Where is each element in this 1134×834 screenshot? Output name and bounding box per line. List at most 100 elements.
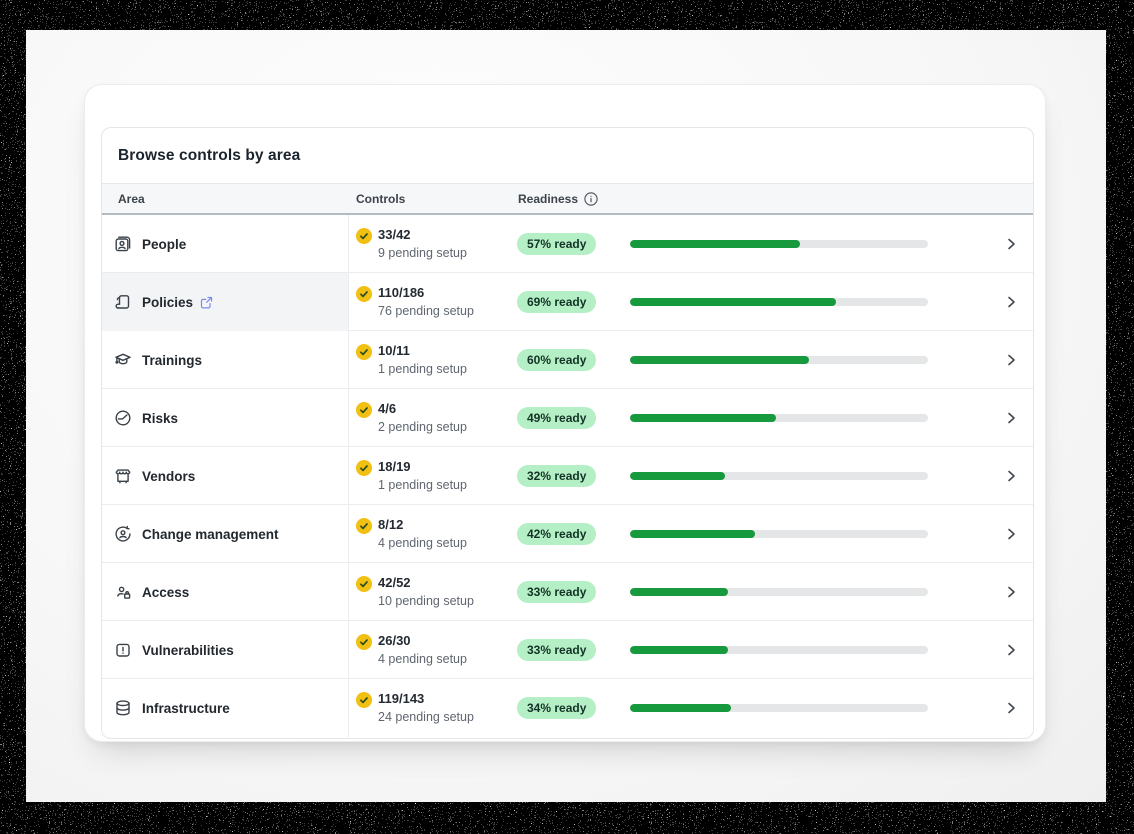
readiness-badge: 34% ready xyxy=(517,697,597,719)
chevron-right-icon[interactable] xyxy=(1003,236,1019,252)
progress-track xyxy=(630,298,928,306)
controls-cell: 110/186 76 pending setup xyxy=(349,285,512,319)
progress-track xyxy=(630,414,928,422)
progress-cell xyxy=(624,704,989,712)
table-row-infrastructure[interactable]: Infrastructure 119/143 24 pending setup … xyxy=(102,679,1033,737)
panel-title: Browse controls by area xyxy=(118,146,301,164)
progress-cell xyxy=(624,530,989,538)
column-header-readiness: Readiness xyxy=(512,192,624,206)
readiness-badge: 33% ready xyxy=(517,581,597,603)
check-badge-icon xyxy=(356,692,372,708)
controls-cell: 10/11 1 pending setup xyxy=(349,343,512,377)
column-header-controls: Controls xyxy=(356,191,406,206)
progress-cell xyxy=(624,472,989,480)
check-badge-icon xyxy=(356,518,372,534)
controls-cell: 4/6 2 pending setup xyxy=(349,401,512,435)
pending-setup-text: 4 pending setup xyxy=(378,652,467,666)
pending-setup-text: 10 pending setup xyxy=(378,594,474,608)
readiness-badge: 60% ready xyxy=(517,349,597,371)
pending-setup-text: 76 pending setup xyxy=(378,304,474,318)
chevron-right-icon[interactable] xyxy=(1003,526,1019,542)
table-row-risks[interactable]: Risks 4/6 2 pending setup 49% ready xyxy=(102,389,1033,447)
progress-fill xyxy=(630,414,777,422)
progress-track xyxy=(630,240,928,248)
readiness-badge: 32% ready xyxy=(517,465,597,487)
progress-track xyxy=(630,588,928,596)
area-icon xyxy=(113,292,133,312)
progress-cell xyxy=(624,414,989,422)
pending-setup-text: 2 pending setup xyxy=(378,420,467,434)
progress-fill xyxy=(630,646,729,654)
page-background: Browse controls by area Area Controls Re… xyxy=(26,30,1106,802)
progress-fill xyxy=(630,530,756,538)
table-row-vulnerabilities[interactable]: Vulnerabilities 26/30 4 pending setup 33… xyxy=(102,621,1033,679)
area-icon xyxy=(113,524,133,544)
table-row-vendors[interactable]: Vendors 18/19 1 pending setup 32% ready xyxy=(102,447,1033,505)
progress-track xyxy=(630,530,928,538)
controls-count: 33/42 xyxy=(378,227,411,242)
progress-fill xyxy=(630,356,809,364)
check-badge-icon xyxy=(356,402,372,418)
progress-fill xyxy=(630,472,726,480)
check-badge-icon xyxy=(356,460,372,476)
controls-count: 18/19 xyxy=(378,459,411,474)
chevron-right-icon[interactable] xyxy=(1003,584,1019,600)
area-icon xyxy=(113,350,133,370)
area-cell: Trainings xyxy=(102,331,349,389)
controls-cell: 18/19 1 pending setup xyxy=(349,459,512,493)
area-cell: Infrastructure xyxy=(102,679,349,737)
area-label: Policies xyxy=(142,295,213,310)
area-label: Trainings xyxy=(142,352,203,368)
controls-cell: 42/52 10 pending setup xyxy=(349,575,512,609)
chevron-right-icon[interactable] xyxy=(1003,410,1019,426)
table-row-policies[interactable]: Policies 110/186 76 pending setup 69% re… xyxy=(102,273,1033,331)
column-header-area: Area xyxy=(118,191,145,206)
controls-cell: 26/30 4 pending setup xyxy=(349,633,512,667)
controls-count: 4/6 xyxy=(378,401,397,416)
area-cell: Vendors xyxy=(102,447,349,505)
chevron-right-icon[interactable] xyxy=(1003,700,1019,716)
controls-count: 42/52 xyxy=(378,575,411,590)
pending-setup-text: 4 pending setup xyxy=(378,536,467,550)
chevron-right-icon[interactable] xyxy=(1003,642,1019,658)
area-cell: People xyxy=(102,215,349,273)
info-icon[interactable] xyxy=(584,192,598,206)
table-row-trainings[interactable]: Trainings 10/11 1 pending setup 60% read… xyxy=(102,331,1033,389)
chevron-right-icon[interactable] xyxy=(1003,468,1019,484)
controls-card: Browse controls by area Area Controls Re… xyxy=(84,84,1046,742)
pending-setup-text: 9 pending setup xyxy=(378,246,467,260)
table-row-change-management[interactable]: Change management 8/12 4 pending setup 4… xyxy=(102,505,1033,563)
controls-cell: 8/12 4 pending setup xyxy=(349,517,512,551)
progress-cell xyxy=(624,240,989,248)
progress-fill xyxy=(630,240,800,248)
check-badge-icon xyxy=(356,576,372,592)
controls-cell: 119/143 24 pending setup xyxy=(349,691,512,725)
chevron-right-icon[interactable] xyxy=(1003,352,1019,368)
controls-cell: 33/42 9 pending setup xyxy=(349,227,512,261)
table-row-access[interactable]: Access 42/52 10 pending setup 33% ready xyxy=(102,563,1033,621)
area-icon xyxy=(113,640,133,660)
controls-count: 110/186 xyxy=(378,285,425,300)
progress-track xyxy=(630,704,928,712)
area-label: Access xyxy=(142,584,190,600)
check-badge-icon xyxy=(356,286,372,302)
area-label: Vulnerabilities xyxy=(142,642,234,658)
progress-fill xyxy=(630,704,732,712)
table-row-people[interactable]: People 33/42 9 pending setup 57% ready xyxy=(102,215,1033,273)
area-label: Vendors xyxy=(142,468,196,484)
area-cell: Vulnerabilities xyxy=(102,621,349,679)
area-label: Change management xyxy=(142,526,279,542)
column-header-readiness-label: Readiness xyxy=(518,191,579,206)
progress-track xyxy=(630,646,928,654)
area-label: Infrastructure xyxy=(142,700,230,716)
controls-count: 26/30 xyxy=(378,633,411,648)
area-icon xyxy=(113,582,133,602)
readiness-badge: 57% ready xyxy=(517,233,597,255)
chevron-right-icon[interactable] xyxy=(1003,294,1019,310)
pending-setup-text: 1 pending setup xyxy=(378,478,467,492)
controls-count: 10/11 xyxy=(378,343,410,358)
external-link-icon[interactable] xyxy=(200,296,213,309)
area-cell: Policies xyxy=(102,273,349,331)
area-cell: Access xyxy=(102,563,349,621)
progress-cell xyxy=(624,646,989,654)
